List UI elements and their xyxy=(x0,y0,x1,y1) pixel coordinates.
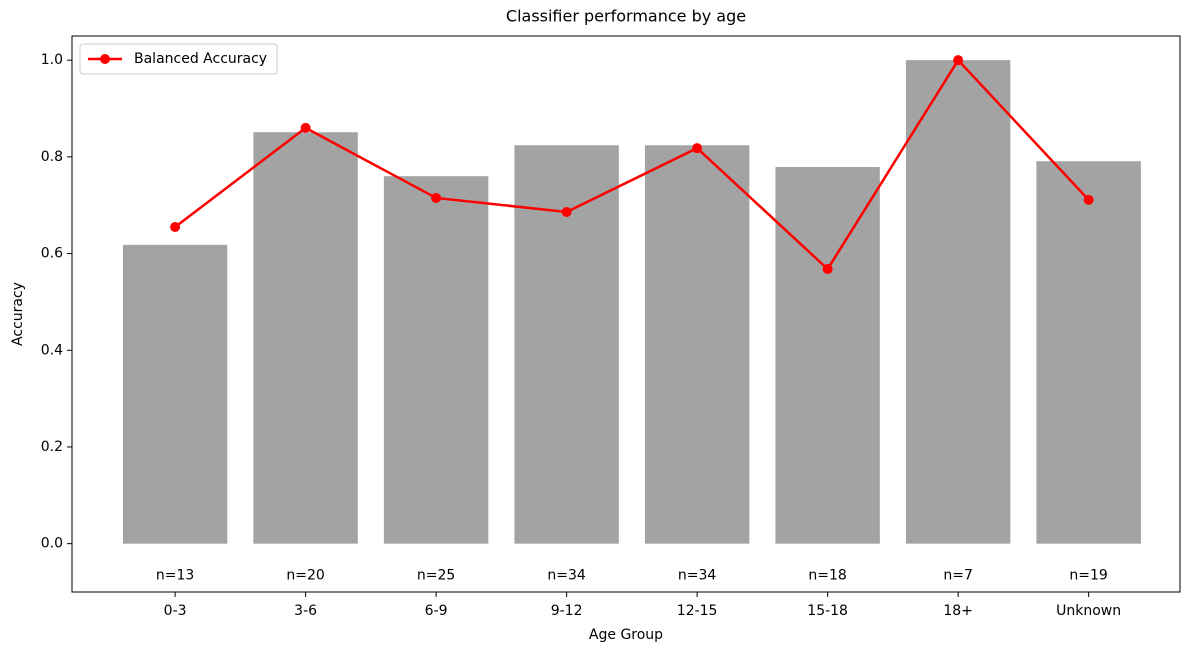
x-tick-label: 12-15 xyxy=(677,603,718,619)
y-axis-label: Accuracy xyxy=(10,282,26,346)
bar xyxy=(644,145,750,544)
x-tick-label: 18+ xyxy=(943,603,973,619)
bar xyxy=(253,132,358,544)
bar xyxy=(514,145,619,544)
x-tick-label: 15-18 xyxy=(807,603,848,619)
x-axis-label: Age Group xyxy=(589,627,663,643)
legend-label: Balanced Accuracy xyxy=(134,51,267,67)
y-tick-label: 0.4 xyxy=(41,342,63,358)
annotation: n=34 xyxy=(547,568,586,584)
marker xyxy=(1083,194,1094,205)
x-tick-label: 3-6 xyxy=(294,603,317,619)
annotation: n=13 xyxy=(156,568,194,584)
bar xyxy=(905,60,1011,544)
bar xyxy=(775,167,880,544)
legend-marker xyxy=(100,54,110,64)
y-tick-label: 0.6 xyxy=(41,246,63,262)
bar xyxy=(383,176,489,544)
chart-title: Classifier performance by age xyxy=(506,7,746,26)
y-tick-label: 0.2 xyxy=(41,439,63,455)
x-tick-label: 6-9 xyxy=(425,603,448,619)
annotation: n=7 xyxy=(943,568,973,584)
marker xyxy=(561,206,572,217)
marker xyxy=(822,264,833,275)
bar xyxy=(1036,161,1141,544)
marker xyxy=(692,143,703,154)
marker xyxy=(953,55,964,66)
x-tick-label: 0-3 xyxy=(164,603,187,619)
annotation: n=19 xyxy=(1069,568,1107,584)
line xyxy=(174,58,1090,271)
annotation: n=25 xyxy=(417,568,455,584)
y-tick-label: 0.0 xyxy=(41,536,63,552)
annotation: n=34 xyxy=(678,568,717,584)
y-tick-label: 0.8 xyxy=(41,149,63,165)
marker xyxy=(170,221,181,232)
annotation: n=18 xyxy=(808,568,846,584)
bar xyxy=(122,244,228,544)
x-tick-label: Unknown xyxy=(1056,603,1121,619)
legend-box xyxy=(79,43,278,75)
marker xyxy=(300,122,311,133)
annotation: n=20 xyxy=(286,568,324,584)
x-tick-label: 9-12 xyxy=(551,603,583,619)
marker xyxy=(431,192,442,203)
plot-frame xyxy=(71,35,1181,593)
y-tick-label: 1.0 xyxy=(41,52,63,68)
